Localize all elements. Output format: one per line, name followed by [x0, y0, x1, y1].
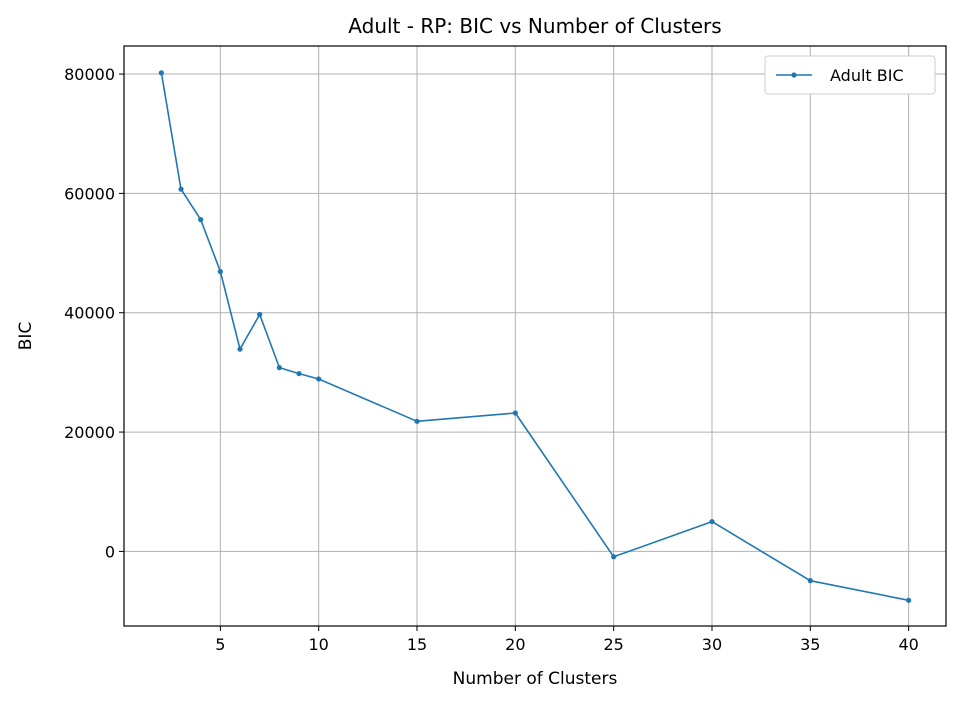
y-tick-label: 0 — [105, 542, 115, 561]
chart-title: Adult - RP: BIC vs Number of Clusters — [348, 14, 721, 38]
data-point — [807, 578, 813, 584]
x-tick-label: 25 — [603, 635, 623, 654]
x-tick-label: 15 — [407, 635, 427, 654]
data-point — [237, 346, 243, 352]
legend-label: Adult BIC — [830, 66, 904, 85]
data-point — [257, 311, 263, 318]
data-point — [611, 554, 617, 560]
data-point — [158, 70, 164, 76]
x-axis-ticks: 5 10 15 20 25 30 35 40 — [215, 626, 919, 654]
y-axis-title: BIC — [16, 322, 36, 351]
x-tick-label: 10 — [309, 635, 329, 654]
y-tick-label: 60000 — [64, 184, 115, 203]
data-point — [296, 370, 302, 377]
y-tick-label: 20000 — [64, 423, 115, 442]
data-point — [276, 365, 282, 371]
data-point — [217, 268, 223, 275]
y-tick-label: 40000 — [64, 304, 115, 323]
data-point — [178, 186, 184, 192]
data-point — [198, 217, 204, 223]
x-tick-label: 20 — [505, 635, 525, 654]
series-layer — [158, 70, 912, 603]
x-tick-label: 5 — [215, 635, 225, 654]
data-point — [709, 518, 715, 525]
legend: Adult BIC — [764, 55, 936, 95]
data-point — [414, 418, 420, 424]
x-tick-label: 35 — [800, 635, 820, 654]
x-axis-title: Number of Clusters — [453, 669, 618, 689]
data-point — [906, 597, 912, 603]
plot-frame — [123, 45, 947, 627]
x-tick-label: 40 — [898, 635, 918, 654]
y-tick-label: 80000 — [64, 65, 115, 84]
legend-marker-swatch — [791, 72, 797, 78]
data-point — [316, 376, 322, 382]
legend-box — [764, 55, 936, 95]
data-point — [512, 410, 518, 416]
y-axis-ticks: 0 20000 40000 60000 80000 — [64, 65, 124, 561]
x-tick-label: 30 — [702, 635, 722, 654]
